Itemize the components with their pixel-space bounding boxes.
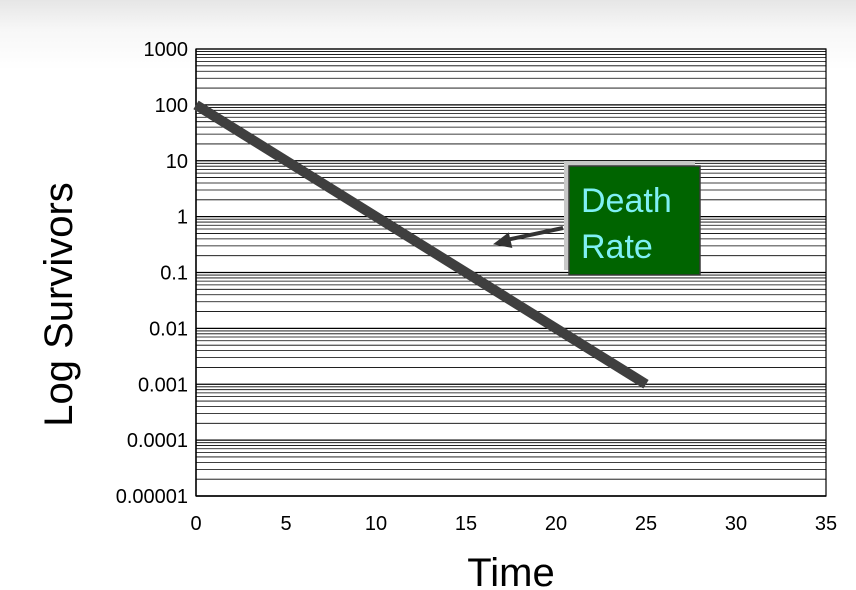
y-tick-label: 0.0001 xyxy=(127,430,188,452)
x-tick-label: 20 xyxy=(545,513,567,535)
annotation-text: Rate xyxy=(581,228,653,266)
annotation-box xyxy=(568,165,701,276)
x-tick-label: 0 xyxy=(190,513,201,535)
y-tick-label: 1000 xyxy=(144,39,189,61)
annotation-text: Death xyxy=(581,182,672,220)
y-tick-label: 10 xyxy=(166,151,188,173)
x-axis-title: Time xyxy=(467,551,554,590)
y-tick-label: 0.01 xyxy=(149,318,188,340)
x-tick-label: 35 xyxy=(815,513,837,535)
y-tick-label: 0.001 xyxy=(138,374,188,396)
x-tick-label: 25 xyxy=(635,513,657,535)
y-axis-title: Log Survivors xyxy=(37,182,81,427)
y-tick-label: 0.00001 xyxy=(116,486,188,508)
x-tick-label: 10 xyxy=(365,513,387,535)
y-tick-label: 100 xyxy=(155,95,188,117)
x-tick-label: 30 xyxy=(725,513,747,535)
y-tick-label: 0.1 xyxy=(160,263,188,285)
y-tick-label: 1 xyxy=(177,207,188,229)
series-line xyxy=(193,100,649,389)
annotation-arrowhead xyxy=(493,232,513,248)
x-tick-label: 5 xyxy=(280,513,291,535)
x-tick-label: 15 xyxy=(455,513,477,535)
annotation-arrow xyxy=(504,226,564,243)
